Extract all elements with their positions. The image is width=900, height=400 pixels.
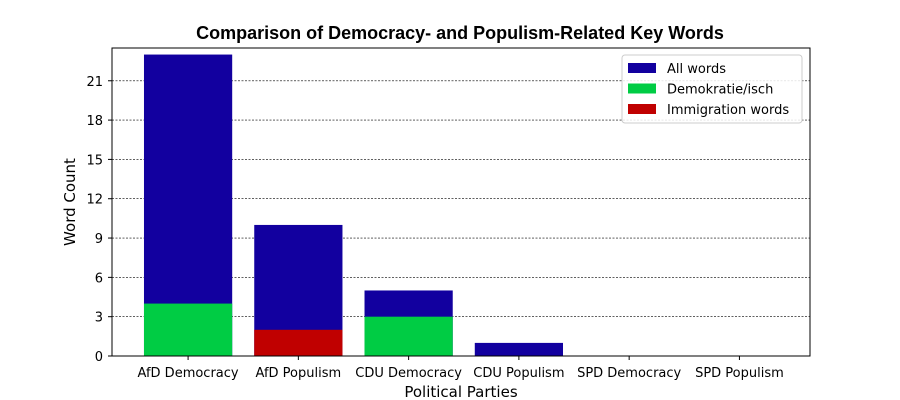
legend-label: Demokratie/isch [667,83,773,98]
x-tick-label: AfD Democracy [138,366,239,381]
x-tick-label: SPD Populism [695,366,784,381]
legend-swatch [628,104,656,114]
x-axis-ticks: AfD Democracy AfD Populism CDU Democracy CD… [138,356,784,381]
legend-box [621,54,803,124]
y-axis-title: Word Count [61,158,79,246]
legend-swatch [628,63,656,73]
legend-label: Immigration words [667,103,789,118]
y-tick-label: 18 [86,114,103,129]
y-tick-label: 6 [95,271,103,286]
bar [254,329,343,356]
chart-title: Comparison of Democracy- and Populism-Re… [196,23,724,43]
plot-frame [111,47,811,357]
legend: All words Demokratie/isch Immigration word… [621,54,803,124]
legend-label: All words [667,62,726,77]
bars [143,54,563,356]
y-tick-label: 0 [95,350,103,365]
bar [474,342,563,356]
y-axis-ticks: 0 3 6 9 12 15 18 21 [86,75,112,365]
x-tick-label: CDU Populism [473,366,564,381]
x-tick-label: AfD Populism [256,366,342,381]
y-tick-label: 3 [95,311,103,326]
y-tick-label: 9 [95,232,103,247]
x-tick-label: CDU Democracy [355,366,462,381]
legend-swatch [628,83,656,94]
bar [364,316,453,356]
bar [143,303,233,356]
x-axis-title: Political Parties [404,383,517,400]
y-tick-label: 21 [86,75,103,90]
y-tick-label: 15 [86,153,103,168]
x-tick-label: SPD Democracy [577,366,681,381]
y-tick-label: 12 [86,193,103,208]
